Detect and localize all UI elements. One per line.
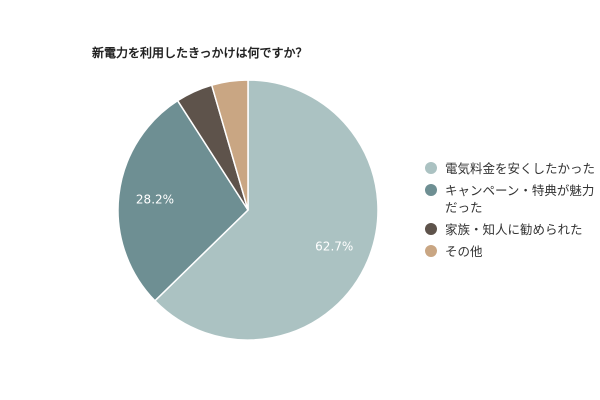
legend-swatch: [425, 245, 437, 257]
legend: 電気料金を安くしたかった キャンペーン・特典が魅力だった 家族・知人に勧められた…: [425, 160, 600, 265]
legend-swatch: [425, 223, 437, 235]
legend-label: その他: [445, 244, 483, 259]
legend-label: 家族・知人に勧められた: [445, 222, 583, 237]
slice-value-label: 62.7%: [315, 239, 353, 253]
pie-slice: [210, 79, 249, 211]
legend-swatch: [425, 162, 437, 174]
legend-swatch: [425, 184, 437, 196]
legend-item: 電気料金を安くしたかった: [425, 160, 600, 177]
legend-item: その他: [425, 243, 600, 260]
legend-label: キャンペーン・特典が魅力だった: [445, 183, 595, 215]
legend-label: 電気料金を安くしたかった: [445, 161, 596, 176]
slice-value-label: 28.2%: [136, 192, 174, 206]
pie-slice: [153, 79, 379, 341]
legend-item: キャンペーン・特典が魅力だった: [425, 182, 600, 216]
chart-title: 新電力を利用したきっかけは何ですか？: [92, 46, 308, 60]
legend-item: 家族・知人に勧められた: [425, 221, 600, 238]
pie-slice: [117, 99, 249, 302]
